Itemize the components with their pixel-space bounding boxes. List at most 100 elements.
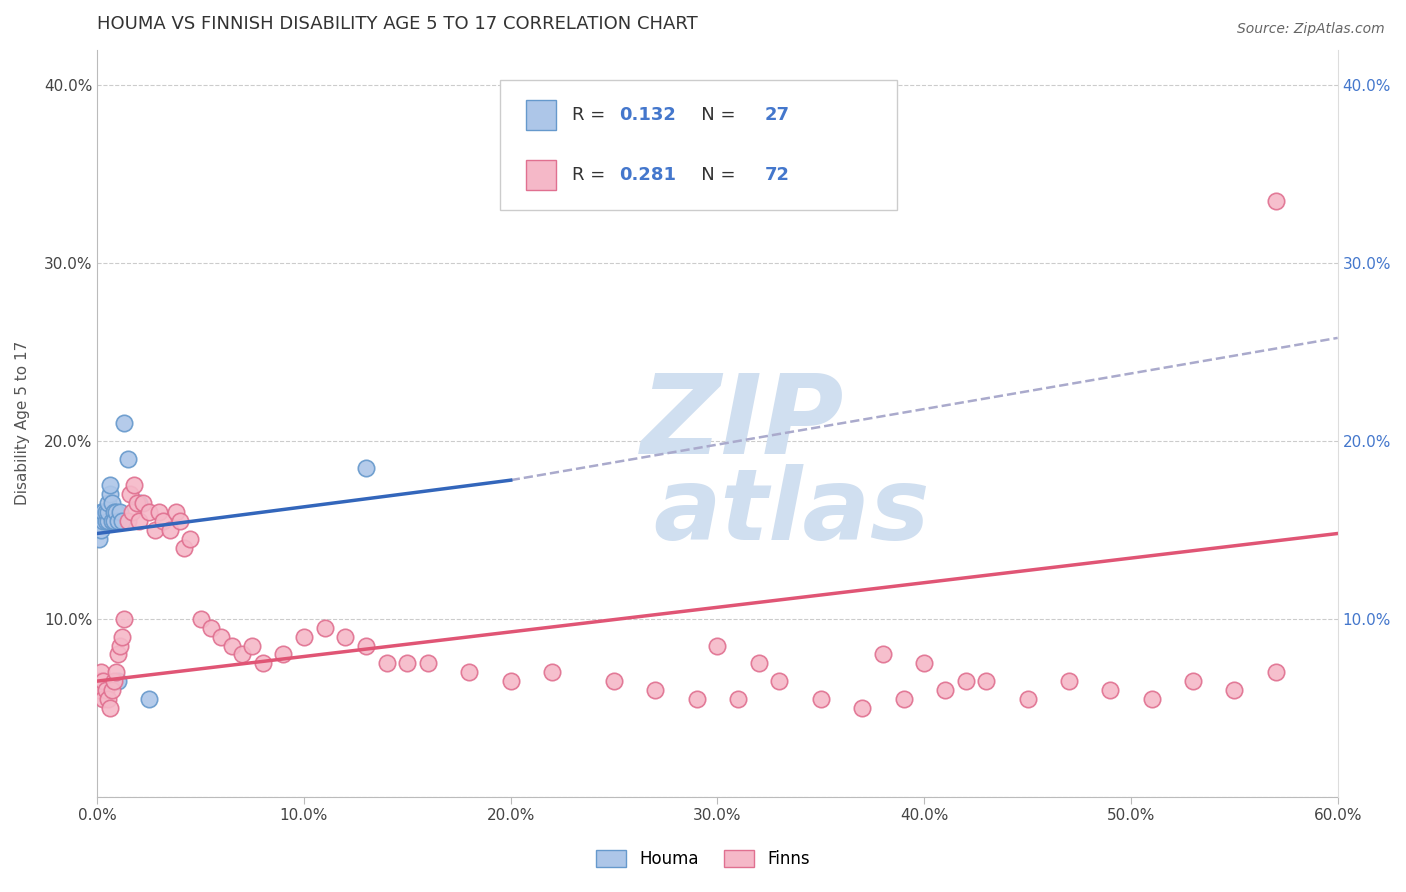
Point	[98, 700, 121, 714]
Point	[934, 683, 956, 698]
Point	[97, 691, 120, 706]
Point	[458, 665, 481, 680]
Point	[872, 648, 894, 662]
Point	[1223, 683, 1246, 698]
Point	[1181, 674, 1204, 689]
Point	[200, 621, 222, 635]
Point	[152, 514, 174, 528]
Text: HOUMA VS FINNISH DISABILITY AGE 5 TO 17 CORRELATION CHART: HOUMA VS FINNISH DISABILITY AGE 5 TO 17 …	[97, 15, 697, 33]
Point	[103, 674, 125, 689]
Point	[89, 514, 111, 528]
Point	[169, 514, 191, 528]
Point	[93, 674, 115, 689]
Point	[120, 487, 142, 501]
Text: R =: R =	[572, 106, 612, 124]
Point	[100, 514, 122, 528]
Point	[124, 478, 146, 492]
Point	[190, 612, 212, 626]
Point	[727, 691, 749, 706]
Point	[603, 674, 626, 689]
Point	[111, 514, 134, 528]
Text: atlas: atlas	[654, 465, 931, 561]
Point	[354, 639, 377, 653]
Point	[103, 505, 125, 519]
Point	[165, 505, 187, 519]
Point	[292, 630, 315, 644]
Text: R =: R =	[572, 166, 612, 185]
Point	[912, 657, 935, 671]
Point	[375, 657, 398, 671]
Point	[112, 416, 135, 430]
Point	[1057, 674, 1080, 689]
Text: 0.281: 0.281	[620, 166, 676, 185]
Point	[138, 691, 160, 706]
Point	[97, 514, 120, 528]
Legend: Houma, Finns: Houma, Finns	[589, 843, 817, 875]
Point	[354, 460, 377, 475]
Point	[1099, 683, 1122, 698]
Point	[94, 514, 117, 528]
Point	[1140, 691, 1163, 706]
Point	[252, 657, 274, 671]
Point	[240, 639, 263, 653]
Point	[89, 674, 111, 689]
Point	[125, 496, 148, 510]
Point	[111, 630, 134, 644]
Point	[644, 683, 666, 698]
Text: N =: N =	[683, 106, 741, 124]
Point	[396, 657, 419, 671]
Point	[748, 657, 770, 671]
Point	[112, 612, 135, 626]
Point	[100, 496, 122, 510]
Point	[93, 514, 115, 528]
Point	[90, 505, 112, 519]
Point	[108, 505, 131, 519]
Point	[1017, 691, 1039, 706]
Point	[97, 496, 120, 510]
Point	[107, 514, 129, 528]
Point	[148, 505, 170, 519]
Point	[94, 683, 117, 698]
Point	[1264, 194, 1286, 208]
Point	[107, 674, 129, 689]
Point	[128, 496, 150, 510]
Point	[89, 683, 111, 698]
Point	[89, 532, 111, 546]
Point	[416, 657, 439, 671]
Point	[143, 523, 166, 537]
Point	[117, 514, 139, 528]
Point	[231, 648, 253, 662]
FancyBboxPatch shape	[501, 79, 897, 211]
Point	[221, 639, 243, 653]
Point	[100, 683, 122, 698]
Point	[768, 674, 790, 689]
Point	[104, 505, 127, 519]
Point	[974, 674, 997, 689]
Point	[499, 674, 522, 689]
Point	[271, 648, 294, 662]
Point	[128, 514, 150, 528]
Point	[93, 691, 115, 706]
Point	[541, 665, 564, 680]
Point	[209, 630, 232, 644]
Point	[97, 505, 120, 519]
Point	[179, 532, 201, 546]
Point	[121, 505, 143, 519]
Point	[94, 505, 117, 519]
Point	[893, 691, 915, 706]
Point	[810, 691, 832, 706]
Point	[851, 700, 873, 714]
Point	[107, 648, 129, 662]
Point	[335, 630, 357, 644]
Point	[104, 665, 127, 680]
Point	[138, 505, 160, 519]
Text: ZIP: ZIP	[641, 370, 844, 476]
Text: 0.132: 0.132	[620, 106, 676, 124]
Point	[93, 505, 115, 519]
Point	[686, 691, 709, 706]
Point	[706, 639, 728, 653]
Point	[955, 674, 977, 689]
Point	[90, 523, 112, 537]
Point	[98, 478, 121, 492]
Point	[108, 639, 131, 653]
